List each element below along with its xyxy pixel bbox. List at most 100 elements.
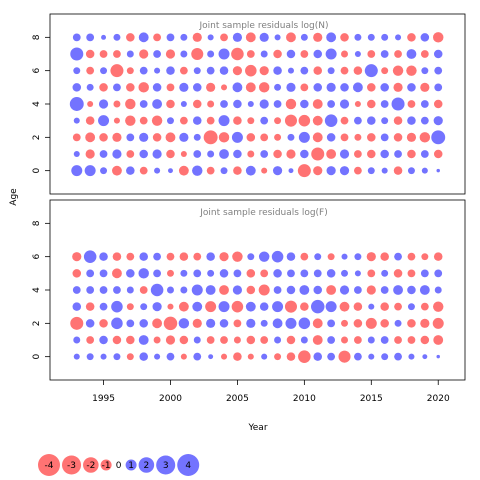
residual-bubble <box>326 166 336 176</box>
residual-bubble <box>381 353 389 361</box>
x-tick-label: 2020 <box>427 394 450 404</box>
residual-bubble <box>218 115 230 127</box>
residual-bubble <box>284 300 297 313</box>
residual-bubble <box>326 269 336 278</box>
residual-bubble <box>126 353 134 361</box>
residual-bubble <box>99 83 108 92</box>
residual-bubble <box>300 33 308 41</box>
residual-bubble <box>139 49 149 59</box>
residual-bubble <box>220 336 228 344</box>
residual-bubble <box>394 150 402 158</box>
residual-bubble <box>421 67 429 75</box>
residual-bubble <box>380 286 389 294</box>
residual-bubble <box>221 353 228 360</box>
residual-bubble <box>311 299 325 314</box>
residual-bubble <box>193 252 202 261</box>
y-tick-label: 4 <box>32 101 42 107</box>
residual-bubble <box>126 303 134 311</box>
residual-bubble <box>340 33 349 42</box>
residual-bubble <box>353 319 363 328</box>
residual-bubble <box>220 33 228 42</box>
residual-bubble <box>100 167 108 175</box>
residual-bubble <box>260 269 269 278</box>
residual-bubble <box>163 316 178 331</box>
residual-bubble <box>152 83 162 92</box>
residual-bubble <box>354 253 362 261</box>
residual-bubble <box>259 302 269 311</box>
residual-bubble <box>86 269 95 278</box>
residual-bubble <box>113 33 121 41</box>
residual-bubble <box>408 353 415 360</box>
residual-bubble <box>367 50 376 58</box>
legend-bubble <box>83 457 99 473</box>
residual-bubble <box>99 335 108 345</box>
residual-bubble <box>300 336 308 344</box>
residual-bubble <box>312 318 323 329</box>
y-tick-label: 2 <box>32 134 42 140</box>
residual-bubble <box>126 150 135 158</box>
residual-bubble <box>193 150 202 158</box>
residual-bubble <box>111 317 123 330</box>
residual-bubble <box>179 116 188 125</box>
residual-bubble <box>99 133 108 142</box>
residual-bubble <box>300 149 309 159</box>
residual-bubble <box>326 149 337 159</box>
residual-bubble <box>258 284 270 296</box>
legend-bubble <box>138 457 155 473</box>
residual-bubble <box>166 66 175 75</box>
residual-bubble <box>178 318 190 329</box>
residual-bubble <box>179 252 189 261</box>
residual-bubble <box>126 166 135 175</box>
residual-bubble <box>72 83 82 92</box>
residual-bubble <box>312 99 323 109</box>
residual-bubble <box>367 133 376 142</box>
residual-bubble <box>368 353 375 360</box>
residual-bubble <box>167 286 174 294</box>
residual-bubble <box>313 166 323 176</box>
residual-bubble <box>83 250 97 263</box>
residual-bubble <box>193 352 202 361</box>
residual-bubble <box>407 83 416 92</box>
residual-bubble <box>433 49 443 59</box>
residual-bubble <box>286 335 296 345</box>
residual-bubble <box>394 252 402 261</box>
residual-bubble <box>233 269 242 278</box>
residual-bubble <box>207 34 214 41</box>
residual-bubble <box>433 32 444 43</box>
residual-bubble <box>192 165 203 176</box>
residual-bubble <box>246 285 256 295</box>
residual-bubble <box>313 352 322 361</box>
residual-bubble <box>286 32 296 43</box>
residual-bubble <box>341 50 348 58</box>
residual-bubble <box>338 350 351 363</box>
y-tick-label: 0 <box>32 168 42 174</box>
residual-bubble <box>326 82 336 92</box>
residual-bubble <box>354 33 362 41</box>
residual-bubble <box>166 149 175 159</box>
residual-bubble <box>219 252 229 262</box>
residual-bubble <box>126 269 135 278</box>
residual-bubble <box>313 66 322 75</box>
residual-bubble <box>354 352 362 361</box>
residual-bubble <box>433 252 443 261</box>
residual-bubble <box>419 132 431 143</box>
residual-bubble <box>100 353 107 360</box>
legend-label: -1 <box>102 461 111 471</box>
residual-bubble <box>98 115 110 127</box>
residual-bubble <box>407 303 415 311</box>
residual-bubble <box>72 33 81 42</box>
residual-bubble <box>192 318 202 328</box>
legend-bubble <box>177 454 200 476</box>
residual-bubble <box>73 353 80 360</box>
residual-bubble <box>313 269 322 278</box>
residual-bubble <box>352 82 363 93</box>
residual-bubble <box>260 336 269 344</box>
residual-bubble <box>406 65 417 76</box>
y-axis-label: Age <box>9 188 19 206</box>
residual-bubble <box>220 167 228 175</box>
residual-bubble <box>298 350 311 363</box>
residual-bubble <box>260 50 268 58</box>
residual-bubble <box>393 285 403 295</box>
residual-bubble <box>180 269 188 277</box>
residual-bubble <box>407 252 416 261</box>
